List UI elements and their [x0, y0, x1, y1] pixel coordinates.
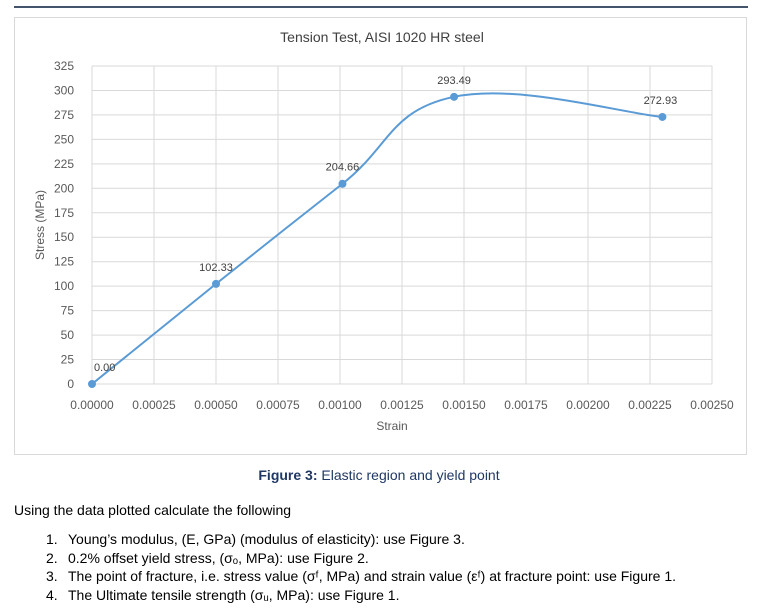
question-number: 1. — [46, 531, 58, 547]
x-tick-label: 0.00075 — [256, 398, 300, 412]
data-point — [338, 179, 347, 188]
chart-title: Tension Test, AISI 1020 HR steel — [280, 29, 484, 45]
y-tick-label: 225 — [54, 157, 74, 171]
data-point — [88, 380, 96, 388]
data-point — [450, 92, 459, 101]
question-item: 1. Young’s modulus, (E, GPa) (modulus of … — [46, 530, 676, 549]
question-number: 4. — [46, 586, 58, 603]
data-label: 0.00 — [94, 362, 115, 374]
data-label: 293.49 — [437, 75, 471, 87]
y-tick-label: 275 — [54, 108, 74, 122]
x-tick-label: 0.00050 — [194, 398, 238, 412]
question-text: The point of fracture, i.e. stress value… — [68, 568, 677, 585]
question-number: 3. — [46, 568, 58, 585]
data-label: 102.33 — [199, 262, 233, 274]
data-point — [658, 112, 667, 121]
x-tick-label: 0.00025 — [132, 398, 176, 412]
chart-area: 0 25 50 75 100 125 150 175 200 225 250 275 300 325 0.0… — [14, 17, 747, 455]
y-tick-label: 175 — [54, 206, 74, 220]
caption-text: Elastic region and yield point — [317, 467, 500, 483]
y-tick-label: 75 — [61, 304, 75, 318]
question-text: The Ultimate tensile strength (σᵤ, MPa):… — [68, 586, 400, 603]
chart-svg: 0 25 50 75 100 125 150 175 200 225 250 275 300 325 0.0… — [33, 29, 734, 433]
question-text: Young’s modulus, (E, GPa) (modulus of el… — [68, 531, 465, 547]
stress-strain-line — [91, 92, 663, 385]
question-list: 1. Young’s modulus, (E, GPa) (modulus of … — [46, 530, 676, 604]
question-item: 4. The Ultimate tensile strength (σᵤ, MPa… — [46, 586, 676, 605]
y-tick-label: 25 — [61, 353, 75, 367]
x-tick-label: 0.00250 — [690, 398, 734, 412]
y-tick-label: 300 — [54, 83, 74, 97]
data-label: 204.66 — [326, 162, 360, 174]
x-tick-label: 0.00000 — [70, 398, 114, 412]
question-item: 2. 0.2% offset yield stress, (σₒ, MPa): u… — [46, 549, 676, 568]
x-tick-label: 0.00150 — [442, 398, 486, 412]
intro-text: Using the data plotted calculate the fol… — [14, 502, 292, 518]
question-item: 3. The point of fracture, i.e. stress val… — [46, 567, 676, 586]
x-tick-label: 0.00225 — [628, 398, 672, 412]
x-axis-label: Strain — [376, 419, 407, 433]
caption-label: Figure 3: — [258, 467, 318, 483]
question-number: 2. — [46, 549, 58, 566]
y-tick-label: 0 — [67, 377, 74, 391]
figure-caption: Figure 3: Elastic region and yield point — [0, 467, 758, 483]
x-tick-label: 0.00125 — [380, 398, 424, 412]
x-tick-label: 0.00175 — [504, 398, 548, 412]
data-label: 272.93 — [644, 95, 678, 107]
y-axis-label: Stress (MPa) — [33, 190, 47, 260]
question-text: 0.2% offset yield stress, (σₒ, MPa): use… — [68, 549, 369, 566]
y-tick-label: 100 — [54, 279, 74, 293]
x-tick-label: 0.00200 — [566, 398, 610, 412]
y-tick-label: 200 — [54, 181, 74, 195]
top-rule — [14, 6, 748, 8]
y-tick-label: 325 — [54, 59, 74, 73]
y-tick-label: 125 — [54, 255, 74, 269]
x-tick-label: 0.00100 — [318, 398, 362, 412]
y-tick-label: 150 — [54, 230, 74, 244]
y-tick-label: 250 — [54, 132, 74, 146]
y-tick-label: 50 — [61, 328, 75, 342]
data-point — [212, 279, 220, 288]
